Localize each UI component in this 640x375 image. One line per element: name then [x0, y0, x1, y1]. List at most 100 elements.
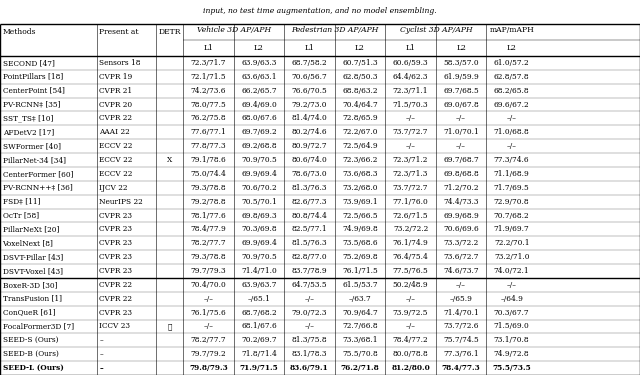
- Text: CVPR 23: CVPR 23: [99, 211, 132, 219]
- Text: 79.8/79.3: 79.8/79.3: [189, 364, 228, 372]
- Text: 72.9/70.8: 72.9/70.8: [494, 198, 529, 206]
- Text: 64.7/53.5: 64.7/53.5: [292, 281, 327, 289]
- Text: –/65.1: –/65.1: [248, 295, 270, 303]
- Text: –/–: –/–: [456, 142, 466, 150]
- Text: mAP/mAPH: mAP/mAPH: [490, 26, 534, 34]
- Text: 62.8/50.3: 62.8/50.3: [342, 73, 378, 81]
- Text: 70.2/69.7: 70.2/69.7: [241, 336, 276, 344]
- Text: 81.3/75.8: 81.3/75.8: [292, 336, 327, 344]
- Text: 70.9/64.7: 70.9/64.7: [342, 309, 378, 316]
- Text: 73.7/72.7: 73.7/72.7: [393, 184, 428, 192]
- Text: –/64.9: –/64.9: [500, 295, 523, 303]
- Text: SEED-B (Ours): SEED-B (Ours): [3, 350, 58, 358]
- Text: 62.8/57.8: 62.8/57.8: [494, 73, 529, 81]
- Text: 75.7/74.5: 75.7/74.5: [444, 336, 479, 344]
- Text: 72.3/71.3: 72.3/71.3: [393, 170, 428, 178]
- Text: L1: L1: [204, 44, 213, 52]
- Text: 77.6/77.1: 77.6/77.1: [191, 128, 226, 136]
- Text: 72.3/71.1: 72.3/71.1: [393, 87, 428, 94]
- Text: 72.3/71.2: 72.3/71.2: [393, 156, 428, 164]
- Text: DETR: DETR: [158, 28, 181, 36]
- Text: PillarNet-34 [34]: PillarNet-34 [34]: [3, 156, 65, 164]
- Text: DSVT-Voxel [43]: DSVT-Voxel [43]: [3, 267, 63, 275]
- Text: 71.1/68.9: 71.1/68.9: [494, 170, 529, 178]
- Text: 61.0/57.2: 61.0/57.2: [494, 59, 529, 67]
- Text: 78.0/77.5: 78.0/77.5: [191, 100, 226, 108]
- Text: 69.9/69.4: 69.9/69.4: [241, 239, 276, 247]
- Text: –/–: –/–: [406, 114, 415, 122]
- Text: 60.6/59.3: 60.6/59.3: [393, 59, 428, 67]
- Text: 69.8/69.3: 69.8/69.3: [241, 211, 276, 219]
- Text: 60.7/51.3: 60.7/51.3: [342, 59, 378, 67]
- Text: CenterFormer [60]: CenterFormer [60]: [3, 170, 73, 178]
- Text: NeurIPS 22: NeurIPS 22: [99, 198, 143, 206]
- Text: 68.1/67.6: 68.1/67.6: [241, 322, 276, 330]
- Text: 76.2/75.8: 76.2/75.8: [191, 114, 226, 122]
- Text: SECOND [47]: SECOND [47]: [3, 59, 54, 67]
- Text: 71.9/71.5: 71.9/71.5: [239, 364, 278, 372]
- Text: PV-RCNN++‡ [36]: PV-RCNN++‡ [36]: [3, 184, 72, 192]
- Text: 73.9/69.1: 73.9/69.1: [342, 198, 378, 206]
- Text: 83.7/78.9: 83.7/78.9: [292, 267, 327, 275]
- Text: 70.6/69.6: 70.6/69.6: [444, 225, 479, 233]
- Text: 71.9/69.7: 71.9/69.7: [494, 225, 529, 233]
- Text: VoxelNext [8]: VoxelNext [8]: [3, 239, 53, 247]
- Text: 69.8/68.8: 69.8/68.8: [444, 170, 479, 178]
- Text: 68.7/68.2: 68.7/68.2: [241, 309, 276, 316]
- Text: 69.9/68.9: 69.9/68.9: [444, 211, 479, 219]
- Text: 73.6/68.3: 73.6/68.3: [342, 170, 378, 178]
- Text: 71.0/68.8: 71.0/68.8: [494, 128, 529, 136]
- Text: 66.2/65.7: 66.2/65.7: [241, 87, 276, 94]
- Text: 75.5/70.8: 75.5/70.8: [342, 350, 378, 358]
- Text: L1: L1: [305, 44, 314, 52]
- Text: SEED-S (Ours): SEED-S (Ours): [3, 336, 58, 344]
- Text: 72.3/71.7: 72.3/71.7: [191, 59, 226, 67]
- Text: 71.4/70.1: 71.4/70.1: [444, 309, 479, 316]
- Text: 76.2/71.8: 76.2/71.8: [340, 364, 380, 372]
- Text: ECCV 22: ECCV 22: [99, 142, 132, 150]
- Text: 76.1/75.6: 76.1/75.6: [191, 309, 226, 316]
- Text: 79.7/79.2: 79.7/79.2: [191, 350, 226, 358]
- Text: 69.7/68.7: 69.7/68.7: [444, 156, 479, 164]
- Text: 68.0/67.6: 68.0/67.6: [241, 114, 276, 122]
- Text: 76.4/75.4: 76.4/75.4: [393, 253, 428, 261]
- Text: 78.2/77.7: 78.2/77.7: [191, 239, 226, 247]
- Text: CVPR 22: CVPR 22: [99, 114, 132, 122]
- Text: L2: L2: [254, 44, 264, 52]
- Text: 70.9/70.5: 70.9/70.5: [241, 156, 276, 164]
- Text: 69.7/69.2: 69.7/69.2: [241, 128, 276, 136]
- Text: AAAI 22: AAAI 22: [99, 128, 130, 136]
- Text: 77.5/76.5: 77.5/76.5: [393, 267, 428, 275]
- Text: 69.4/69.0: 69.4/69.0: [241, 100, 276, 108]
- Text: 71.4/71.0: 71.4/71.0: [241, 267, 276, 275]
- Text: 70.3/69.8: 70.3/69.8: [241, 225, 276, 233]
- Text: 73.3/72.2: 73.3/72.2: [444, 239, 479, 247]
- Text: –/–: –/–: [507, 114, 516, 122]
- Text: 70.7/68.2: 70.7/68.2: [494, 211, 529, 219]
- Text: X: X: [167, 156, 172, 164]
- Text: 72.1/71.5: 72.1/71.5: [191, 73, 226, 81]
- Text: 71.5/69.0: 71.5/69.0: [494, 322, 529, 330]
- Text: 69.6/67.2: 69.6/67.2: [494, 100, 529, 108]
- Text: 74.4/73.3: 74.4/73.3: [444, 198, 479, 206]
- Text: FSD‡ [11]: FSD‡ [11]: [3, 198, 40, 206]
- Text: –/–: –/–: [507, 281, 516, 289]
- Text: Cyclist 3D AP/APH: Cyclist 3D AP/APH: [399, 26, 472, 34]
- Text: 70.3/67.7: 70.3/67.7: [494, 309, 529, 316]
- Text: PointPillars [18]: PointPillars [18]: [3, 73, 63, 81]
- Text: 78.2/77.7: 78.2/77.7: [191, 336, 226, 344]
- Text: 79.1/78.6: 79.1/78.6: [191, 156, 226, 164]
- Text: 68.2/65.8: 68.2/65.8: [494, 87, 529, 94]
- Text: L2: L2: [507, 44, 516, 52]
- Text: 73.7/72.7: 73.7/72.7: [393, 128, 428, 136]
- Text: 80.9/72.7: 80.9/72.7: [292, 142, 327, 150]
- Text: SST_TS‡ [10]: SST_TS‡ [10]: [3, 114, 53, 122]
- Text: Vehicle 3D AP/APH: Vehicle 3D AP/APH: [196, 26, 271, 34]
- Text: –/63.7: –/63.7: [349, 295, 371, 303]
- Text: –: –: [99, 336, 103, 344]
- Text: 77.8/77.3: 77.8/77.3: [191, 142, 226, 150]
- Text: 75.5/73.5: 75.5/73.5: [492, 364, 531, 372]
- Text: 75.0/74.4: 75.0/74.4: [191, 170, 226, 178]
- Text: 73.9/72.5: 73.9/72.5: [393, 309, 428, 316]
- Text: 72.3/66.2: 72.3/66.2: [342, 156, 378, 164]
